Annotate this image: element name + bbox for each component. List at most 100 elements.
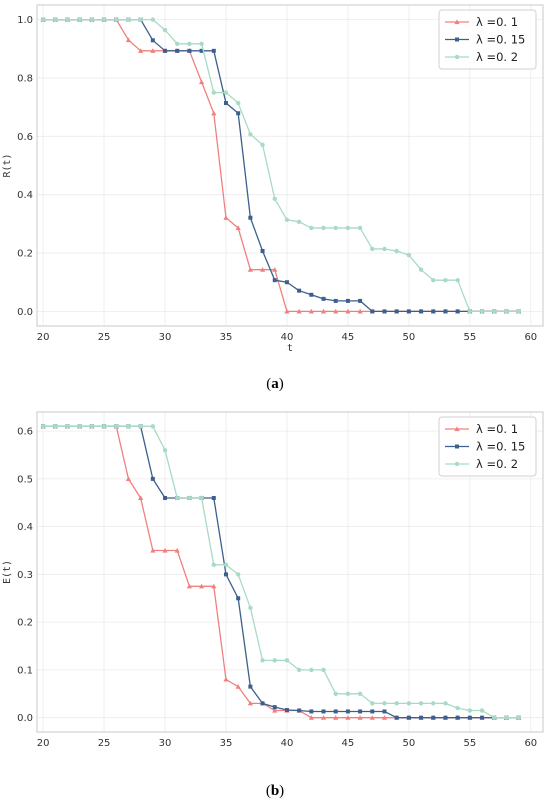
data-point [260, 142, 265, 147]
data-point [272, 705, 277, 710]
legend-label: λ =0. 1 [476, 15, 518, 29]
x-tick-label: 30 [159, 332, 172, 343]
series-line [43, 18, 519, 313]
data-point [65, 17, 70, 22]
x-tick-label: 20 [37, 738, 50, 749]
data-point [333, 225, 338, 231]
data-point [358, 709, 363, 714]
data-point [223, 562, 229, 568]
data-point [320, 715, 327, 720]
data-point [394, 701, 399, 706]
data-point [187, 48, 192, 53]
data-point [357, 715, 363, 720]
data-point [406, 701, 412, 706]
series-line [43, 425, 519, 719]
data-point [370, 246, 375, 252]
data-point [101, 17, 107, 22]
data-point [150, 48, 156, 53]
data-point [199, 79, 205, 85]
y-tick-label: 0.2 [17, 618, 33, 629]
data-point [418, 267, 424, 272]
data-point [126, 424, 131, 429]
data-point [381, 715, 388, 720]
legend: λ =0. 1 λ =0. 15 λ =0. 2 [438, 416, 537, 477]
data-point [480, 715, 485, 720]
data-point [260, 249, 265, 254]
data-point [163, 48, 168, 53]
series-3 [40, 424, 521, 720]
data-point [284, 708, 289, 713]
data-point [163, 495, 168, 500]
data-point [357, 308, 363, 314]
y-tick-label: 0.5 [17, 474, 33, 485]
data-point [479, 708, 485, 713]
data-point [333, 709, 338, 714]
data-point [150, 38, 155, 43]
x-tick-label: 50 [403, 332, 416, 343]
data-point [345, 298, 350, 303]
data-point [272, 658, 277, 663]
data-point [248, 605, 253, 611]
panel-caption: (a) [266, 376, 284, 392]
data-point [479, 309, 485, 314]
data-point [321, 709, 326, 714]
legend-label: λ =0. 15 [476, 33, 525, 47]
data-point [394, 309, 399, 314]
data-point [321, 667, 326, 673]
data-point [443, 701, 448, 706]
y-axis-label: E(t) [2, 560, 13, 584]
data-point [357, 225, 363, 231]
data-point [235, 572, 241, 577]
data-point [431, 715, 436, 720]
data-point [504, 715, 509, 720]
plot-frame [36, 411, 544, 733]
data-point [406, 715, 411, 720]
data-point [235, 225, 241, 231]
chart-panel-b: 20 25 30 35 40 45 50 55 60 0.0 0.1 0.2 0.3 0.4 0.5 0.6 E… [2, 411, 544, 799]
data-point [492, 715, 497, 720]
y-tick-label: 0.2 [17, 249, 33, 260]
data-point [248, 215, 253, 220]
data-point [162, 27, 168, 33]
data-point [138, 17, 143, 22]
data-point [199, 48, 204, 53]
x-tick-label: 55 [463, 738, 476, 749]
y-tick-label: 0.1 [17, 665, 33, 676]
data-point [174, 547, 180, 553]
y-tick-label: 0.0 [17, 307, 33, 318]
data-point [248, 684, 253, 689]
data-point [296, 308, 302, 314]
data-point [272, 707, 278, 713]
data-point [211, 110, 217, 116]
x-tick-label: 45 [342, 332, 355, 343]
data-point [235, 100, 241, 106]
data-point [333, 691, 338, 696]
data-point [345, 709, 350, 714]
data-point [272, 278, 277, 283]
data-point [406, 309, 411, 314]
data-point [53, 17, 58, 22]
data-point [382, 309, 387, 314]
x-tick-label: 60 [524, 332, 537, 343]
data-point [358, 298, 363, 303]
data-point [309, 667, 314, 673]
data-point [138, 48, 144, 53]
data-point [309, 709, 314, 714]
data-point [272, 267, 278, 272]
data-point [89, 17, 95, 22]
data-point [370, 309, 375, 314]
y-tick-label: 1.0 [17, 15, 33, 26]
legend-marker [454, 461, 460, 467]
data-point [504, 309, 509, 314]
data-point [394, 715, 399, 720]
data-point [455, 309, 460, 314]
data-point [247, 700, 253, 706]
data-point [247, 267, 253, 272]
data-point [162, 547, 168, 553]
data-point [284, 217, 290, 222]
data-point [236, 596, 241, 601]
data-point [297, 288, 302, 293]
y-tick-label: 0.4 [17, 190, 33, 201]
x-tick-label: 20 [37, 332, 50, 343]
data-point [260, 658, 265, 663]
